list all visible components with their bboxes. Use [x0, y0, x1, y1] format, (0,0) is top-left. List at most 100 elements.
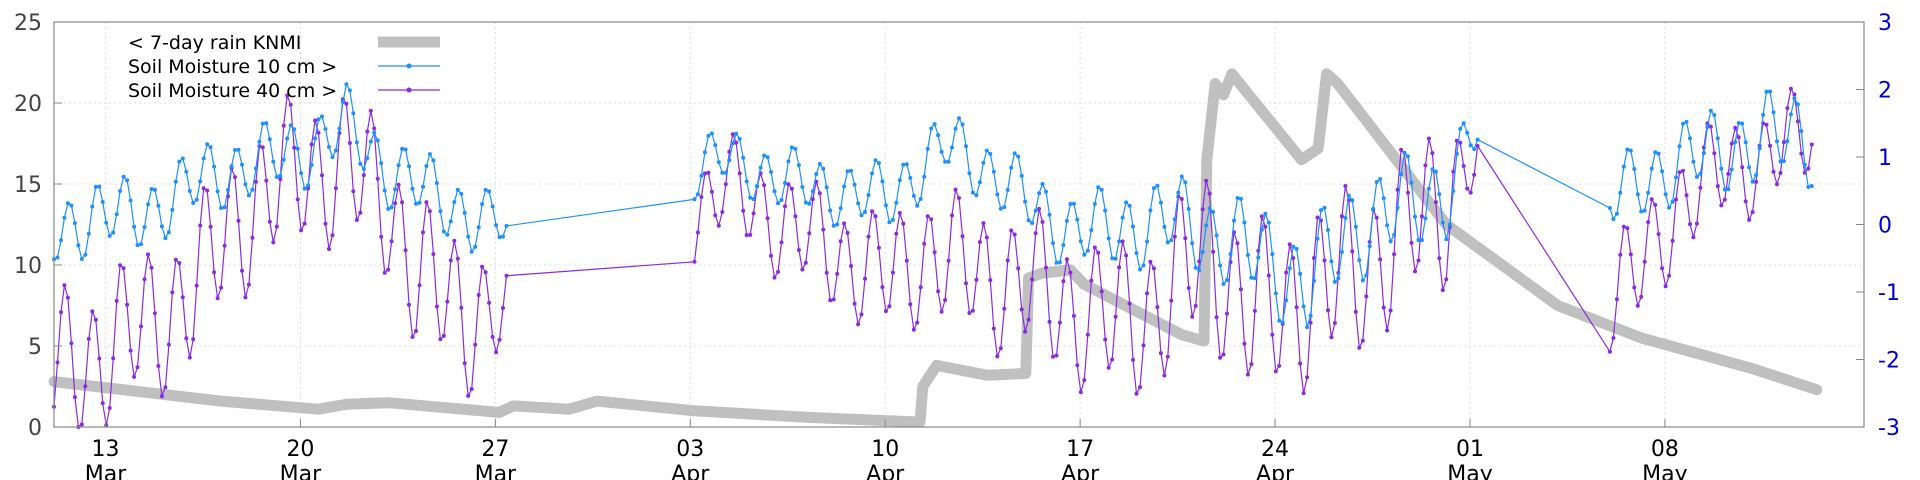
series-soil-10cm-point [121, 174, 126, 179]
series-soil-10cm-point [267, 137, 272, 142]
series-soil-40cm-point [1134, 391, 1139, 396]
series-soil-40cm-point [1799, 151, 1804, 156]
series-soil-10cm-point [772, 189, 777, 194]
series-soil-10cm-point [344, 82, 349, 87]
series-soil-40cm-point [1263, 224, 1268, 229]
series-soil-40cm-point [69, 341, 74, 346]
series-soil-40cm-point [866, 234, 871, 239]
series-soil-10cm-point [1747, 165, 1752, 170]
series-soil-10cm-point [744, 179, 749, 184]
series-soil-40cm-point [1037, 206, 1042, 211]
series-soil-10cm-point [1444, 237, 1449, 242]
series-soil-10cm-point [1071, 201, 1076, 206]
series-soil-40cm-point [452, 238, 457, 243]
x-tick-day-label: 13 [92, 437, 120, 462]
series-soil-40cm-point [354, 218, 359, 222]
series-soil-10cm-point [83, 252, 88, 257]
series-soil-10cm-point [400, 146, 405, 151]
series-soil-10cm-point [1653, 150, 1658, 155]
series-soil-10cm-point [1134, 251, 1139, 256]
series-soil-40cm-point [253, 179, 258, 184]
legend-label: Soil Moisture 40 cm > [128, 80, 337, 102]
series-soil-10cm-point [229, 164, 234, 169]
series-soil-40cm-point [132, 374, 137, 379]
series-soil-40cm-point [1287, 242, 1292, 247]
series-soil-40cm-point [1051, 354, 1055, 359]
series-soil-10cm-point [1030, 221, 1035, 225]
series-soil-10cm-point [977, 180, 982, 185]
series-soil-40cm-point [1660, 266, 1665, 271]
series-soil-40cm-point [1475, 143, 1480, 148]
series-soil-40cm-point [1708, 124, 1713, 129]
series-soil-10cm-point [201, 156, 206, 161]
series-soil-10cm-point [1308, 313, 1313, 318]
series-soil-10cm-point [1451, 189, 1456, 193]
series-soil-10cm-point [1792, 96, 1797, 101]
series-soil-10cm-point [114, 212, 119, 217]
series-soil-40cm-point [65, 295, 70, 300]
series-soil-40cm-point [459, 305, 464, 310]
series-soil-10cm-point [1468, 143, 1473, 148]
series-soil-10cm-point [880, 179, 885, 184]
series-soil-10cm-point [72, 221, 77, 226]
series-soil-10cm-point [358, 161, 363, 166]
series-soil-10cm-point [93, 184, 98, 189]
series-soil-40cm-point [1653, 202, 1658, 207]
series-soil-10cm-point [59, 238, 63, 243]
series-soil-40cm-point [1016, 266, 1021, 271]
series-soil-40cm-point [720, 210, 725, 214]
series-soil-40cm-point [1430, 151, 1435, 156]
series-soil-10cm-point [849, 168, 854, 173]
series-soil-40cm-point [1754, 179, 1759, 184]
series-soil-40cm-point [97, 356, 102, 361]
series-soil-10cm-point [1736, 121, 1741, 125]
series-soil-10cm-point [793, 146, 798, 151]
series-soil-10cm-point [897, 178, 902, 183]
series-soil-40cm-point [494, 350, 499, 355]
series-soil-10cm-point [414, 201, 418, 206]
series-soil-40cm-point [1245, 372, 1250, 377]
series-soil-40cm-point [1273, 369, 1278, 374]
series-soil-10cm-point [118, 189, 123, 193]
series-soil-40cm-point [1162, 373, 1167, 378]
series-soil-40cm-point [469, 387, 474, 391]
series-soil-40cm-point [100, 401, 105, 406]
series-soil-40cm-point [1715, 184, 1720, 189]
series-soil-10cm-point [706, 133, 711, 138]
series-soil-10cm-point [142, 225, 147, 230]
series-soil-40cm-point [1688, 222, 1692, 227]
series-soil-10cm-point [1806, 185, 1811, 189]
series-soil-10cm-point [257, 139, 262, 144]
series-soil-40cm-point [1426, 136, 1431, 141]
series-soil-40cm-point [1071, 313, 1076, 318]
series-soil-10cm-point [1750, 179, 1755, 184]
series-soil-40cm-point [372, 126, 377, 131]
series-soil-10cm-point [1719, 166, 1724, 171]
series-soil-40cm-point [316, 130, 321, 135]
series-soil-10cm-point [1621, 164, 1626, 169]
series-soil-40cm-point [1099, 289, 1104, 294]
x-tick-day-label: 03 [676, 437, 704, 462]
series-soil-40cm-point [1385, 328, 1390, 333]
series-soil-40cm-point [1117, 265, 1122, 270]
series-soil-10cm-point [887, 220, 892, 225]
series-soil-10cm-point [208, 145, 213, 150]
series-soil-40cm-point [702, 171, 707, 176]
series-soil-10cm-point [838, 206, 843, 211]
series-soil-10cm-point [132, 224, 137, 229]
series-soil-40cm-point [800, 267, 805, 272]
series-soil-10cm-point [1085, 248, 1090, 253]
series-soil-10cm-point [459, 191, 464, 196]
series-soil-10cm-point [810, 189, 815, 194]
series-soil-40cm-point [1339, 214, 1344, 219]
x-tick-day-label: 27 [481, 437, 509, 462]
series-soil-40cm-point [1353, 309, 1358, 314]
series-soil-40cm-point [1399, 147, 1404, 152]
series-soil-40cm-point [121, 266, 126, 271]
series-soil-40cm-point [386, 267, 391, 272]
series-soil-10cm-point [365, 156, 370, 161]
series-soil-10cm-point [1242, 220, 1247, 225]
x-tick-day-label: 01 [1456, 437, 1484, 462]
series-soil-10cm-point [1113, 256, 1118, 261]
